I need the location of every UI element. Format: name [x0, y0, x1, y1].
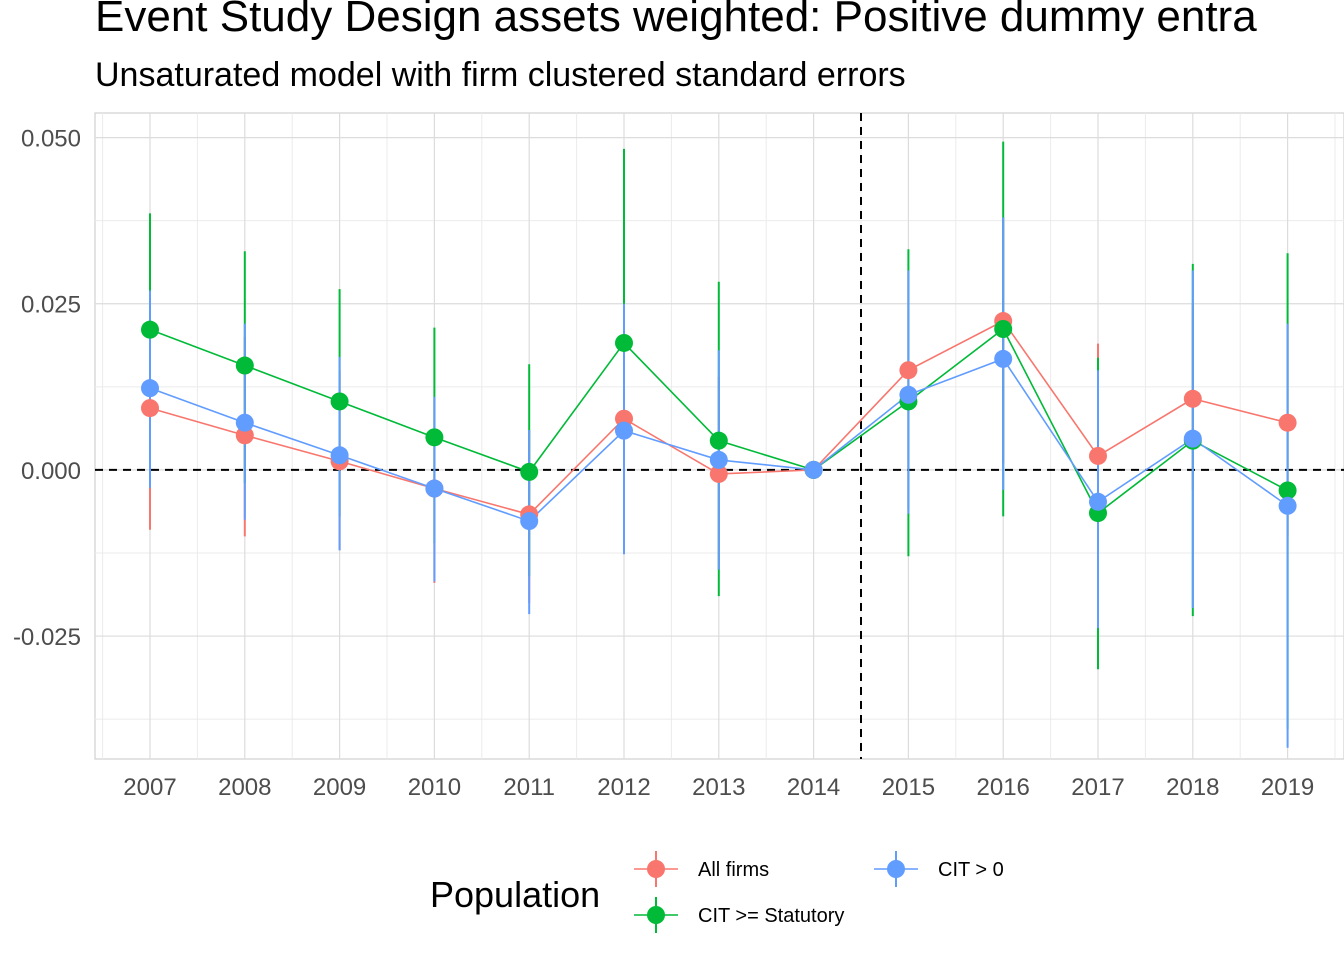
- x-tick-label: 2007: [123, 774, 176, 801]
- x-tick-label: 2014: [787, 774, 840, 801]
- data-point: [1183, 429, 1202, 448]
- data-point: [141, 379, 159, 398]
- data-point: [709, 431, 728, 450]
- data-point: [1278, 496, 1297, 515]
- data-point: [1089, 446, 1107, 465]
- x-tick-label: 2018: [1166, 774, 1219, 801]
- y-tick-label: 0.025: [21, 292, 81, 319]
- points-2: [141, 349, 1297, 531]
- x-tick-label: 2008: [218, 774, 271, 801]
- data-point: [520, 512, 539, 531]
- data-point: [709, 464, 728, 483]
- legend-key-point: [647, 860, 665, 878]
- data-point: [141, 399, 159, 418]
- data-point: [520, 462, 539, 481]
- data-point: [1183, 389, 1202, 408]
- data-point: [994, 319, 1013, 338]
- data-point: [235, 413, 254, 432]
- legend-key: [634, 897, 678, 933]
- data-point: [899, 385, 918, 404]
- x-tick-label: 2016: [977, 774, 1030, 801]
- legend-key-point: [647, 906, 665, 924]
- axis-labels: 0.050 0.025 0.000 -0.025 2007 2008 2009 2010 201…: [13, 126, 1314, 801]
- data-point: [235, 356, 254, 375]
- x-tick-label: 2011: [503, 774, 555, 801]
- data-point: [994, 349, 1013, 368]
- legend-label: CIT > 0: [938, 859, 1004, 881]
- x-tick-label: 2010: [408, 774, 461, 801]
- data-point: [235, 426, 254, 445]
- x-tick-label: 2009: [313, 774, 366, 801]
- data-point: [425, 479, 444, 498]
- x-tick-label: 2012: [597, 774, 650, 801]
- x-tick-label: 2017: [1071, 774, 1124, 801]
- legend-key: [874, 851, 918, 887]
- chart-subtitle: Unsaturated model with firm clustered st…: [95, 56, 906, 94]
- legend-title: Population: [430, 874, 600, 915]
- data-point: [425, 428, 444, 447]
- x-tick-label: 2013: [692, 774, 745, 801]
- data-point: [1089, 492, 1107, 511]
- data-point: [330, 392, 349, 411]
- data-point: [709, 450, 728, 469]
- data-point: [330, 446, 349, 465]
- y-tick-label: 0.050: [21, 126, 81, 153]
- data-point: [615, 421, 633, 440]
- y-tick-label: 0.000: [21, 458, 81, 485]
- data-point: [615, 333, 633, 352]
- legend-key-point: [887, 860, 905, 878]
- legend-label: CIT >= Statutory: [698, 905, 844, 927]
- legend-label: All firms: [698, 859, 769, 881]
- data-point: [1278, 481, 1297, 500]
- x-tick-label: 2015: [882, 774, 935, 801]
- series-layer: [141, 141, 1297, 748]
- data-point: [141, 320, 159, 339]
- y-tick-label: -0.025: [13, 624, 81, 651]
- data-point: [804, 460, 823, 479]
- legend-key: [634, 851, 678, 887]
- legend: Population All firms CIT >= Statutory CIT >…: [430, 851, 1004, 933]
- chart-title: Event Study Design assets weighted: Posi…: [95, 0, 1257, 41]
- x-tick-label: 2019: [1261, 774, 1314, 801]
- data-point: [1278, 413, 1297, 432]
- data-point: [899, 361, 918, 380]
